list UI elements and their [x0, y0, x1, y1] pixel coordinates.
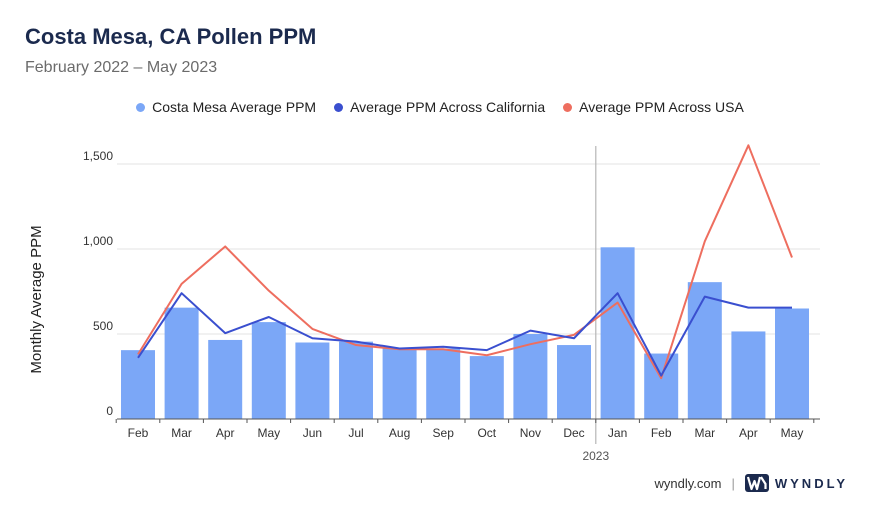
- x-tick-label: May: [781, 426, 804, 440]
- x-tick-label: Mar: [171, 426, 192, 440]
- bar: [121, 350, 155, 419]
- bar: [164, 307, 199, 419]
- legend-label-costa-mesa: Costa Mesa Average PPM: [152, 99, 317, 115]
- x-tick-label: Feb: [651, 426, 672, 440]
- x-tick-label: Feb: [128, 426, 149, 440]
- site-link[interactable]: wyndly.com: [654, 475, 722, 491]
- chart-title: Costa Mesa, CA Pollen PPM: [25, 24, 317, 49]
- bar: [295, 342, 330, 419]
- x-tick-label: Oct: [477, 426, 496, 440]
- y-tick-label: 0: [106, 404, 113, 418]
- legend-label-usa: Average PPM Across USA: [579, 99, 744, 115]
- brand-name: WYNDLY: [774, 475, 848, 491]
- bar: [600, 247, 635, 419]
- bar: [208, 339, 243, 419]
- x-tick-label: Aug: [389, 426, 410, 440]
- x-tick-label: Apr: [739, 426, 758, 440]
- legend-swatch-california: [334, 102, 344, 112]
- x-tick-label: May: [257, 426, 280, 440]
- bar: [513, 334, 548, 419]
- bar: [731, 331, 766, 419]
- brand-logo: WYNDLY: [744, 474, 848, 492]
- x-tick-label: Nov: [520, 426, 541, 440]
- line-usa: [137, 144, 793, 380]
- bar: [382, 348, 417, 419]
- legend-item-costa-mesa: Costa Mesa Average PPM: [136, 99, 316, 115]
- bar: [469, 356, 504, 419]
- bar: [426, 348, 461, 419]
- x-tick-label: Sep: [433, 426, 455, 440]
- x-tick-label: Apr: [216, 426, 235, 440]
- footer-separator: |: [731, 475, 735, 491]
- x-tick-label: Jul: [348, 426, 363, 440]
- legend-item-usa: Average PPM Across USA: [563, 99, 744, 115]
- chart-subtitle: February 2022 – May 2023: [25, 59, 218, 76]
- year-label: 2023: [582, 449, 609, 463]
- bar: [339, 341, 373, 419]
- y-tick-label: 1,500: [83, 149, 113, 163]
- legend-swatch-costa-mesa: [136, 102, 146, 112]
- x-tick-label: Dec: [563, 426, 584, 440]
- line-california: [137, 292, 792, 377]
- bar: [775, 308, 809, 419]
- y-tick-label: 1,000: [83, 234, 113, 248]
- x-tick-label: Mar: [694, 426, 715, 440]
- bar: [644, 353, 679, 419]
- y-tick-label: 500: [93, 319, 113, 333]
- bar: [251, 322, 286, 419]
- x-tick-label: Jun: [303, 426, 322, 440]
- legend-label-california: Average PPM Across California: [350, 99, 546, 115]
- bar: [557, 345, 591, 419]
- legend: Costa Mesa Average PPM Average PPM Acros…: [0, 99, 880, 115]
- y-axis-label: Monthly Average PPM: [28, 225, 45, 373]
- bar: [687, 282, 722, 419]
- legend-item-california: Average PPM Across California: [334, 99, 545, 115]
- footer: wyndly.com | WYNDLY: [0, 474, 848, 492]
- legend-swatch-usa: [563, 102, 573, 112]
- wyndly-logo-icon: [744, 474, 769, 492]
- x-tick-label: Jan: [608, 426, 627, 440]
